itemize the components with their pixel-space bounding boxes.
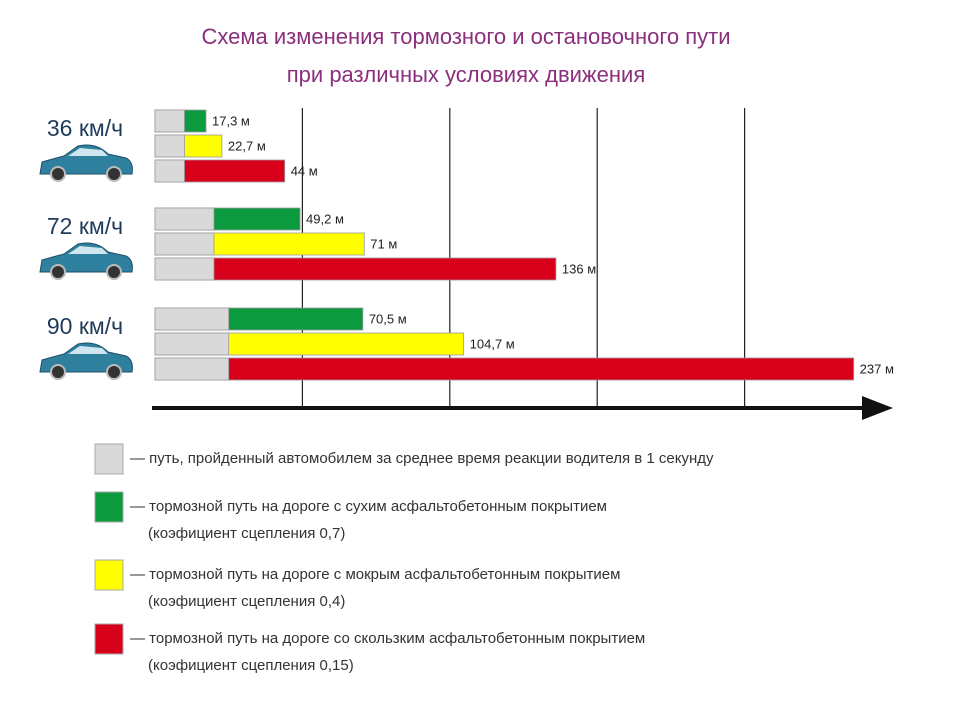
car-icon — [39, 144, 133, 175]
reaction-bar — [154, 232, 215, 256]
category-label: 72 км/ч — [47, 213, 123, 239]
car-wheel — [50, 264, 66, 280]
chart-title: Схема изменения тормозного и остановочно… — [202, 24, 731, 49]
value-label: 237 м — [860, 361, 894, 376]
value-label: 49,2 м — [306, 211, 344, 226]
legend-label: — путь, пройденный автомобилем за средне… — [130, 450, 714, 467]
car-wheel — [50, 364, 66, 380]
car-wheel — [106, 364, 122, 380]
legend-sublabel: (коэфициент сцепления 0,15) — [148, 657, 354, 674]
category-label: 90 км/ч — [47, 313, 123, 339]
reaction-bar — [154, 159, 185, 183]
value-label: 22,7 м — [228, 138, 266, 153]
reaction-bar — [154, 207, 215, 231]
chart-subtitle: при различных условиях движения — [287, 62, 645, 87]
legend-sublabel: (коэфициент сцепления 0,7) — [148, 525, 345, 542]
legend: — путь, пройденный автомобилем за средне… — [94, 443, 714, 674]
value-label: 71 м — [370, 236, 397, 251]
legend-swatch — [94, 559, 124, 591]
car-icon — [39, 342, 133, 373]
value-label: 70,5 м — [369, 311, 407, 326]
bar — [154, 257, 557, 281]
legend-label: — тормозной путь на дороге со скользким … — [130, 630, 645, 647]
category-label: 36 км/ч — [47, 115, 123, 141]
axis-arrow — [862, 396, 893, 420]
car-icon — [39, 242, 133, 273]
car-window — [68, 148, 108, 156]
reaction-bar — [154, 257, 215, 281]
legend-sublabel: (коэфициент сцепления 0,4) — [148, 593, 345, 610]
reaction-bar — [154, 332, 230, 356]
legend-swatch — [94, 491, 124, 523]
reaction-bar — [154, 307, 230, 331]
value-label: 17,3 м — [212, 113, 250, 128]
reaction-bar — [154, 109, 185, 133]
reaction-bar — [154, 134, 185, 158]
bar — [154, 357, 855, 381]
car-wheel — [50, 166, 66, 182]
bars: 17,3 м 22,7 м 44 м 49,2 м 71 м 136 м 70,5 м 104… — [154, 109, 894, 381]
car-wheel — [106, 264, 122, 280]
car-window — [68, 346, 108, 354]
legend-label: — тормозной путь на дороге с сухим асфал… — [130, 498, 607, 515]
car-wheel — [106, 166, 122, 182]
value-label: 104,7 м — [470, 336, 515, 351]
legend-swatch — [94, 443, 124, 475]
legend-swatch — [94, 623, 124, 655]
legend-label: — тормозной путь на дороге с мокрым асфа… — [130, 566, 620, 583]
value-label: 44 м — [291, 163, 318, 178]
car-window — [68, 246, 108, 254]
reaction-bar — [154, 357, 230, 381]
value-label: 136 м — [562, 261, 596, 276]
